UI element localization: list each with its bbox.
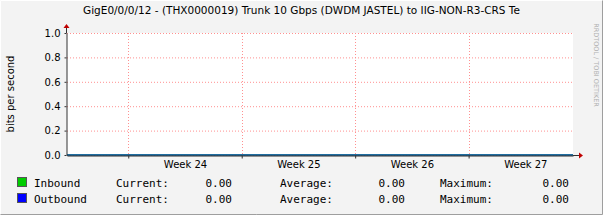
legend-stat-label: Current: xyxy=(116,177,169,190)
grid-line-y xyxy=(67,57,573,58)
series-line xyxy=(67,155,573,156)
y-tick: 0.4 xyxy=(45,101,67,112)
y-axis: 0.0 0.2 0.4 0.6 0.8 1.0 xyxy=(45,28,67,161)
grid-line-x xyxy=(469,33,470,155)
legend-stat-value: 0.00 xyxy=(206,193,233,206)
legend-stat-label: Current: xyxy=(116,193,169,206)
legend-label: Inbound xyxy=(34,177,80,190)
y-axis-title: bits per second xyxy=(5,56,16,133)
grid-line-x xyxy=(242,33,243,155)
x-tick-label: Week 27 xyxy=(504,159,547,170)
x-tick: Week 27 xyxy=(469,156,547,170)
legend-stat-value: 0.00 xyxy=(206,177,233,190)
legend-label: Outbound xyxy=(34,193,87,206)
grid-line-x xyxy=(355,33,356,155)
frame-dark xyxy=(1,1,603,215)
x-tick-label: Week 26 xyxy=(391,159,434,170)
x-axis-extension xyxy=(573,155,579,156)
legend-stat-label: Maximum: xyxy=(440,177,493,190)
grid-line-y xyxy=(67,131,573,132)
title: GigE0/0/0/12 - (THX0000019) Trunk 10 Gbp… xyxy=(83,4,520,16)
legend-entry: Inbound Current: 0.00 Average: 0.00 Maximum: 0… xyxy=(18,177,570,190)
frame-light xyxy=(1,1,603,215)
legend-swatch xyxy=(18,194,27,203)
y-tick-label: 0.4 xyxy=(45,101,61,112)
x-tick-mark xyxy=(469,156,470,159)
series-area xyxy=(67,155,573,156)
background xyxy=(0,0,603,215)
grid xyxy=(67,33,573,156)
y-tick: 0.2 xyxy=(45,125,67,136)
y-tick-mark xyxy=(65,106,67,107)
y-tick: 1.0 xyxy=(45,28,67,39)
legend-entry: Outbound Current: 0.00 Average: 0.00 Maximum:… xyxy=(18,193,570,206)
y-tick-label: 0.8 xyxy=(45,52,61,63)
x-axis-line xyxy=(68,156,574,157)
legend-swatch xyxy=(18,178,27,187)
y-tick: 0.6 xyxy=(45,77,67,88)
data xyxy=(67,155,573,156)
y-tick-mark xyxy=(65,57,67,58)
y-axis-extension xyxy=(66,28,67,33)
x-tick: Week 24 xyxy=(129,156,207,170)
legend-stat-label: Average: xyxy=(280,193,333,206)
legend-stat-label: Maximum: xyxy=(440,193,493,206)
legend-stat-label: Average: xyxy=(280,177,333,190)
grid-line-y xyxy=(67,82,573,83)
x-axis: Week 24 Week 25 Week 26 Week 27 xyxy=(68,156,574,170)
y-tick-mark xyxy=(65,131,67,132)
y-tick-label: 0.2 xyxy=(45,125,61,136)
watermark: RRDTOOL / TOBI OETIKER xyxy=(592,23,600,107)
y-tick-label: 0.0 xyxy=(45,150,61,161)
x-axis-arrow xyxy=(579,153,583,159)
y-tick-mark xyxy=(65,82,67,83)
chart: Week 24 Week 25 Week 26 Week 27 0.0 0.2 0.4 0.6… xyxy=(0,0,603,215)
y-tick-label: 1.0 xyxy=(45,28,61,39)
y-axis-arrow xyxy=(64,24,70,28)
x-tick: Week 25 xyxy=(242,156,320,170)
x-tick-label: Week 24 xyxy=(164,159,207,170)
grid-line-y xyxy=(67,33,573,34)
grid-line-x xyxy=(128,33,129,155)
x-tick-label: Week 25 xyxy=(277,159,320,170)
plot-area xyxy=(67,33,573,155)
y-axis-line xyxy=(67,34,68,156)
legend-stat-value: 0.00 xyxy=(379,193,406,206)
legend-stat-value: 0.00 xyxy=(543,177,570,190)
x-tick-mark xyxy=(128,156,129,159)
x-tick: Week 26 xyxy=(356,156,434,170)
legend-stat-value: 0.00 xyxy=(379,177,406,190)
grid-line-y xyxy=(67,155,573,156)
y-tick-label: 0.6 xyxy=(45,77,61,88)
y-tick: 0.8 xyxy=(45,52,67,63)
y-tick-mark xyxy=(65,155,67,156)
y-tick: 0.0 xyxy=(45,150,67,161)
legend-stat-value: 0.00 xyxy=(543,193,570,206)
x-tick-mark xyxy=(242,156,243,159)
y-tick-mark xyxy=(65,33,67,34)
x-tick-mark xyxy=(355,156,356,159)
grid-line-y xyxy=(67,106,573,107)
